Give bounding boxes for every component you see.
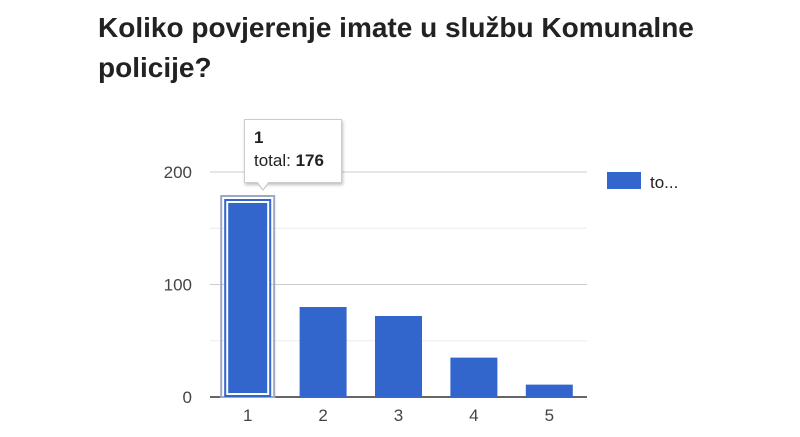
y-tick-label: 100	[164, 276, 192, 295]
x-tick-label: 2	[318, 406, 327, 425]
bar[interactable]	[224, 199, 272, 397]
y-tick-label: 0	[183, 388, 192, 407]
tooltip-series-label: total:	[254, 151, 291, 170]
tooltip-pointer	[256, 181, 270, 191]
tooltip-value: 176	[295, 151, 324, 170]
y-tick-label: 200	[164, 163, 192, 182]
tooltip-category: 1	[254, 128, 264, 147]
bar[interactable]	[450, 357, 498, 397]
legend-label[interactable]: to...	[650, 173, 678, 192]
x-tick-label: 1	[243, 406, 252, 425]
legend-swatch[interactable]	[607, 172, 641, 189]
legend: to...	[607, 172, 678, 192]
x-tick-label: 4	[469, 406, 478, 425]
tick-labels: 0 100 200 1 2 3 4 5	[164, 163, 554, 425]
chart-title: Koliko povjerenje imate u službu Komunal…	[98, 12, 694, 83]
x-tick-label: 5	[545, 406, 554, 425]
bar[interactable]	[525, 384, 573, 397]
bar[interactable]	[375, 316, 422, 397]
x-tick-label: 3	[394, 406, 403, 425]
bar[interactable]	[299, 307, 347, 397]
bars	[220, 195, 573, 398]
tooltip: 1 total: 176	[244, 119, 342, 183]
bar-focus-ring	[226, 201, 270, 395]
